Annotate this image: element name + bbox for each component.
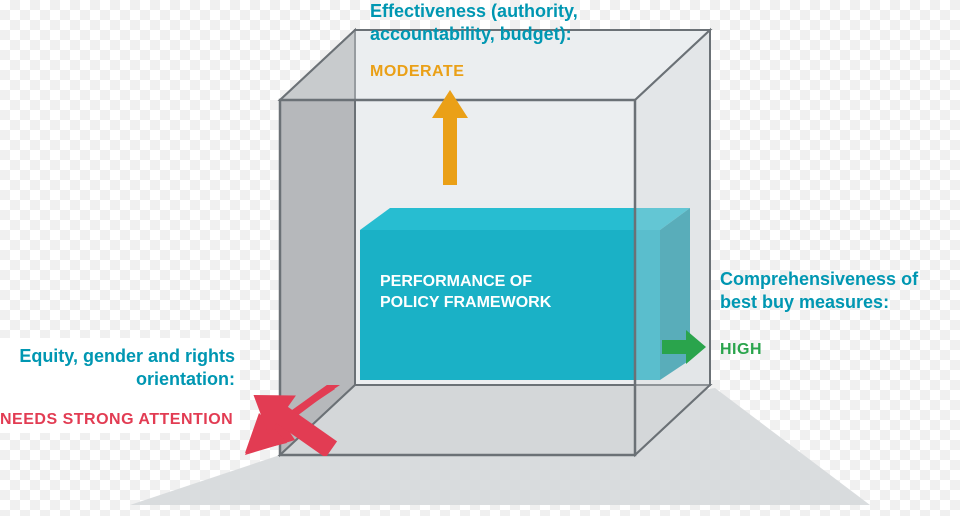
arrow-right-icon — [662, 330, 706, 364]
axis-right-rating: HIGH — [720, 340, 840, 360]
center-box-title: PERFORMANCE OF POLICY FRAMEWORK — [380, 272, 560, 314]
cube-right-face — [635, 30, 710, 455]
diagram-stage: PERFORMANCE OF POLICY FRAMEWORK Effectiv… — [0, 0, 960, 516]
arrow-up-icon — [430, 90, 470, 185]
axis-top-rating: MODERATE — [370, 62, 570, 82]
axis-left-rating: NEEDS STRONG ATTENTION — [0, 410, 240, 430]
arrow-down-left-overlay-icon — [245, 388, 340, 456]
axis-top-description: Effectiveness (authority, accountability… — [370, 0, 650, 45]
axis-left-description: Equity, gender and rights orientation: — [5, 345, 235, 390]
axis-right-description: Comprehensiveness of best buy measures: — [720, 268, 955, 313]
